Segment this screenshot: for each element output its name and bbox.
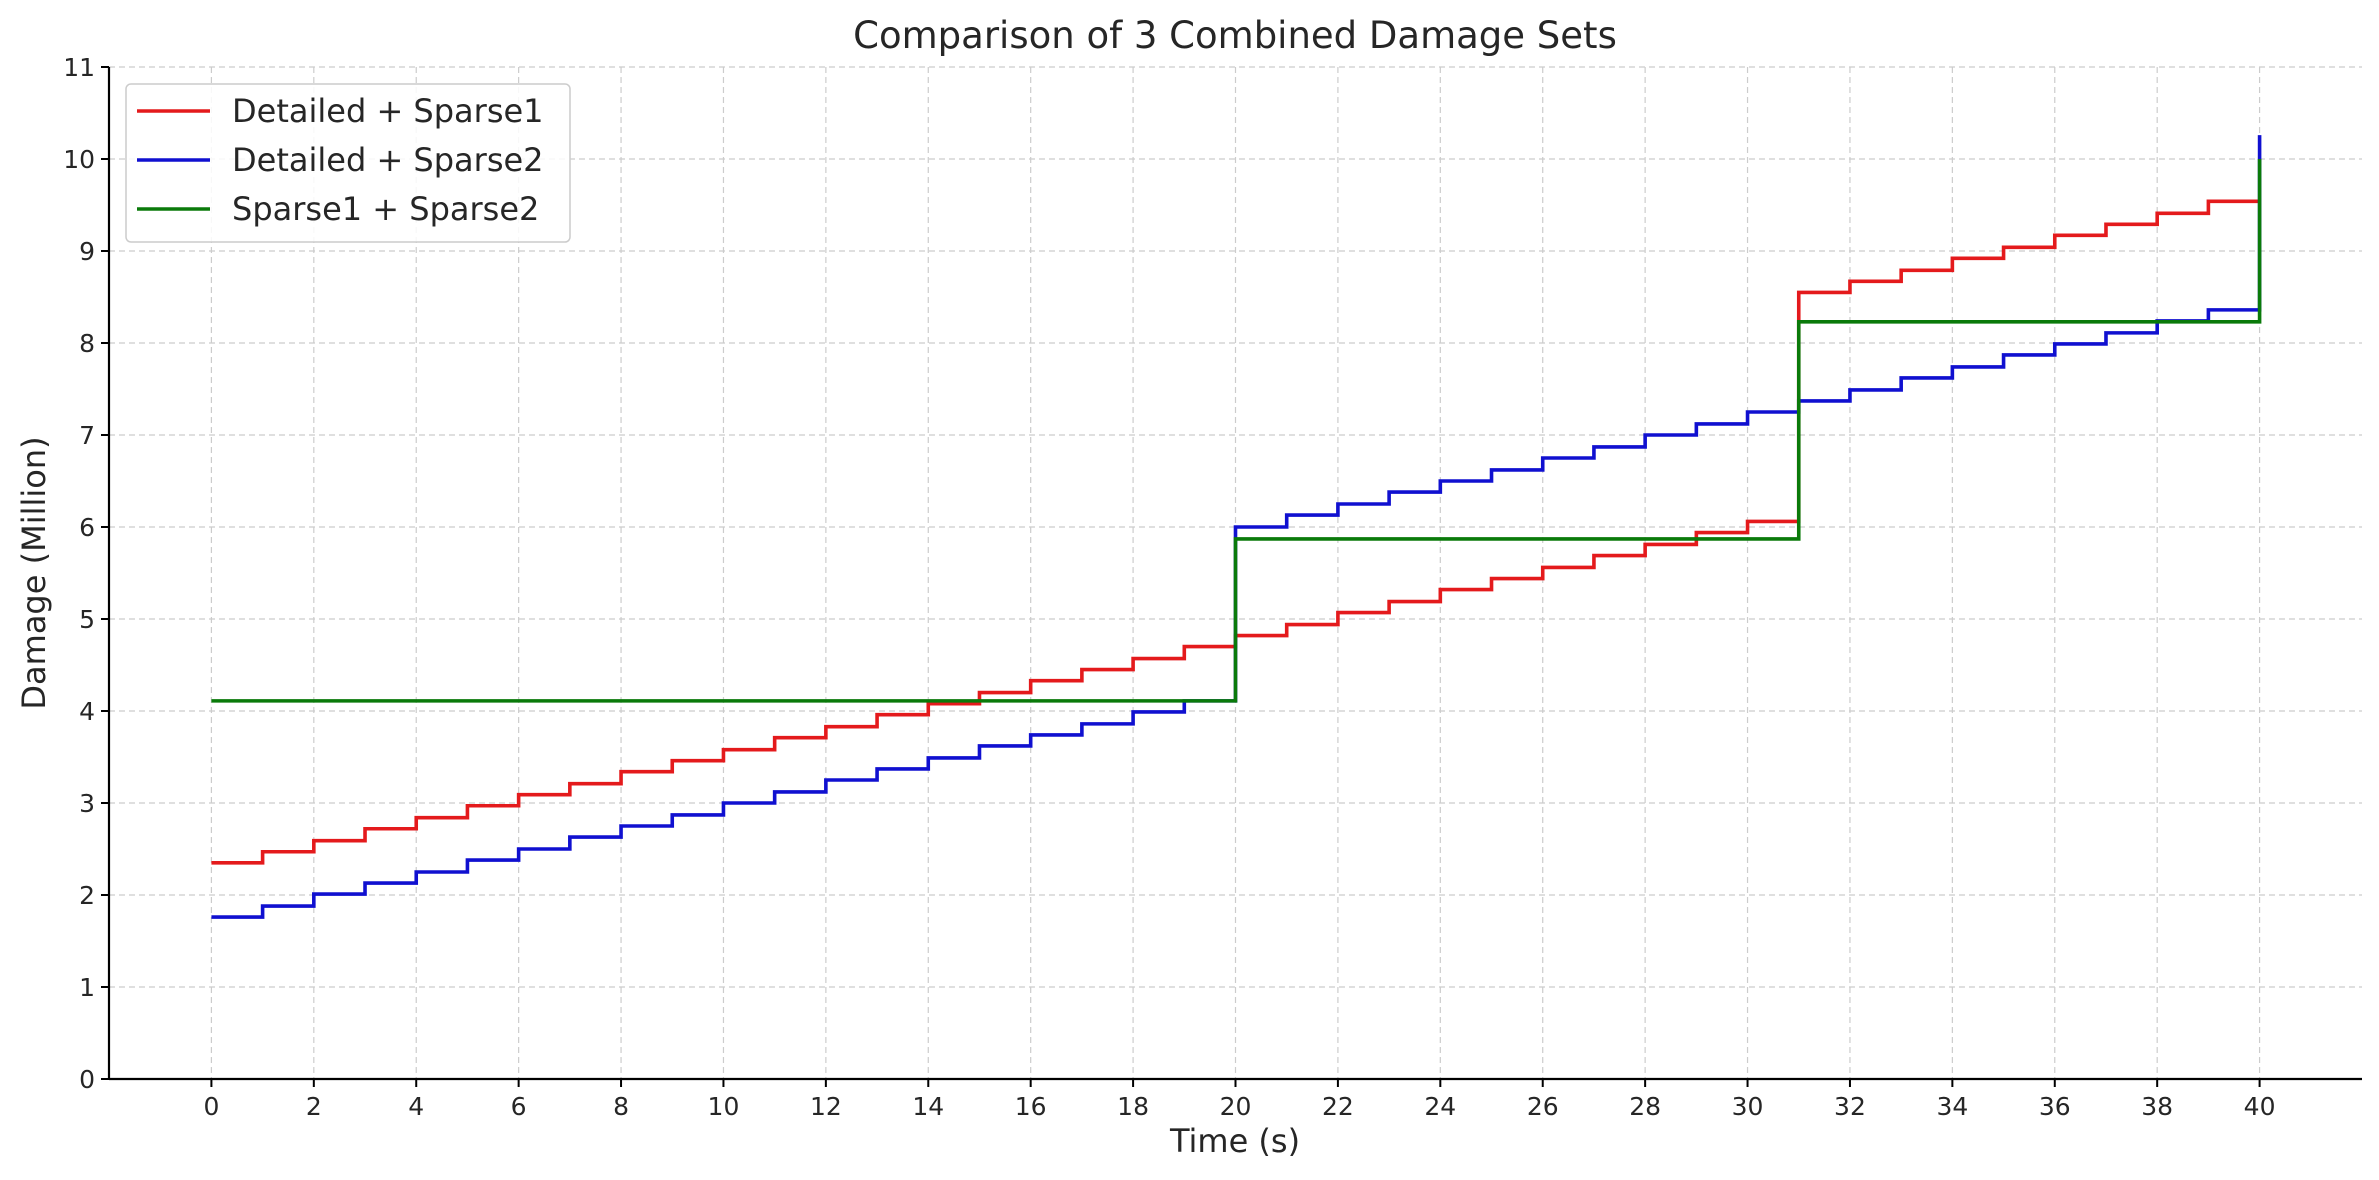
x-tick-label: 16	[1015, 1092, 1047, 1121]
x-ticks: 0 2 4 6 8 10 12 14 16 18 20 22 24 26 28 30 32 34 36 38 40	[203, 1079, 2275, 1121]
x-tick-label: 8	[613, 1092, 629, 1121]
y-tick-label: 6	[79, 513, 95, 542]
x-tick-label: 2	[306, 1092, 322, 1121]
x-tick-label: 18	[1117, 1092, 1149, 1121]
x-tick-label: 24	[1424, 1092, 1456, 1121]
x-tick-label: 32	[1834, 1092, 1866, 1121]
y-tick-label: 7	[79, 421, 95, 450]
y-tick-label: 11	[63, 53, 95, 82]
y-ticks: 0 1 2 3 4 5 6 7 8 9 10 11	[63, 53, 109, 1094]
x-tick-label: 4	[408, 1092, 424, 1121]
x-tick-label: 28	[1629, 1092, 1661, 1121]
x-tick-label: 22	[1322, 1092, 1354, 1121]
x-tick-label: 12	[810, 1092, 842, 1121]
y-tick-label: 10	[63, 145, 95, 174]
x-tick-label: 6	[511, 1092, 527, 1121]
y-tick-label: 9	[79, 237, 95, 266]
x-tick-label: 26	[1527, 1092, 1559, 1121]
x-tick-label: 38	[2141, 1092, 2173, 1121]
legend-label: Sparse1 + Sparse2	[232, 190, 539, 228]
y-tick-label: 4	[79, 697, 95, 726]
y-tick-label: 1	[79, 973, 95, 1002]
chart-title: Comparison of 3 Combined Damage Sets	[853, 14, 1617, 57]
y-tick-label: 2	[79, 881, 95, 910]
legend: Detailed + Sparse1 Detailed + Sparse2 Sp…	[125, 83, 571, 243]
legend-box	[125, 83, 571, 243]
x-tick-label: 30	[1732, 1092, 1764, 1121]
series-layer	[211, 135, 2262, 919]
x-tick-label: 20	[1220, 1092, 1252, 1121]
series-line-3	[211, 159, 2262, 703]
x-tick-label: 40	[2244, 1092, 2276, 1121]
x-tick-label: 10	[708, 1092, 740, 1121]
y-tick-label: 3	[79, 789, 95, 818]
x-tick-label: 36	[2039, 1092, 2071, 1121]
y-tick-label: 0	[79, 1065, 95, 1094]
x-axis-title: Time (s)	[1169, 1122, 1300, 1160]
y-tick-label: 5	[79, 605, 95, 634]
x-tick-label: 0	[203, 1092, 219, 1121]
y-axis-title: Damage (Million)	[15, 436, 53, 709]
legend-label: Detailed + Sparse2	[232, 141, 544, 179]
x-tick-label: 34	[1936, 1092, 1968, 1121]
legend-label: Detailed + Sparse1	[232, 92, 544, 130]
x-tick-label: 14	[912, 1092, 944, 1121]
y-tick-label: 8	[79, 329, 95, 358]
series-line-2	[211, 135, 2262, 919]
